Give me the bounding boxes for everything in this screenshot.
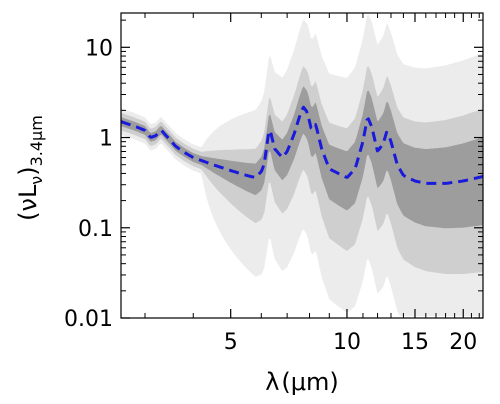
x-tick-label: 15 [401, 330, 429, 355]
inner-envelope [121, 86, 483, 229]
x-axis-unit: (μm) [281, 368, 338, 396]
x-tick-label: 20 [449, 330, 477, 355]
axis-ticks: 5 10 15 20 0.01 0.1 1 10 [64, 13, 483, 355]
x-tick-label: 10 [333, 330, 361, 355]
y-axis-close: ) [14, 166, 42, 175]
x-axis-label: λ(μm) [265, 368, 339, 396]
spread-band-layer [121, 14, 483, 317]
y-axis-subscript: 3.4μm [27, 115, 46, 166]
plot-frame [120, 12, 484, 319]
x-axis-symbol: λ [265, 368, 279, 396]
y-tick-label: 1 [99, 127, 113, 152]
y-tick-label: 10 [85, 36, 113, 61]
y-axis-label: (νLν)3.4μm [14, 115, 46, 221]
y-axis-nu-sub: ν [27, 176, 46, 185]
x-tick-label: 5 [224, 330, 238, 355]
y-tick-label: 0.1 [78, 217, 113, 242]
y-tick-label: 0.01 [64, 307, 113, 332]
y-axis-main: (νL [14, 184, 42, 221]
